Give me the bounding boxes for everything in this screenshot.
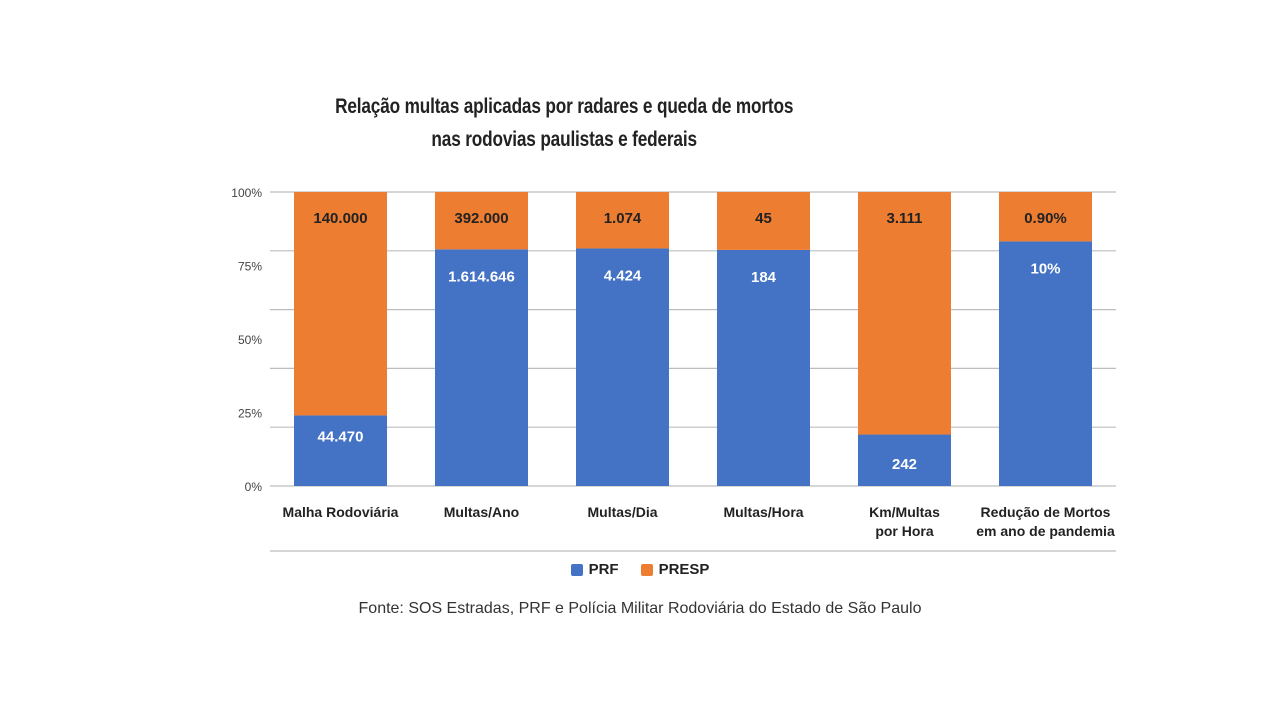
data-label-presp: 3.111 [887, 210, 923, 227]
data-label-presp: 140.000 [313, 210, 367, 227]
x-category-label: em ano de pandemia [976, 523, 1115, 539]
bar-prf [294, 415, 387, 486]
data-label-prf: 10% [1030, 260, 1060, 277]
x-category-label: Redução de Mortos [981, 504, 1111, 520]
bar-prf [435, 249, 528, 486]
chart-title: Relação multas aplicadas por radares e q… [0, 90, 1128, 156]
x-category-label: Km/Multas [869, 504, 940, 520]
y-tick-label: 25% [238, 407, 262, 421]
y-tick-label: 100% [231, 186, 262, 200]
bar-presp [435, 192, 528, 250]
x-category-label: Malha Rodoviária [283, 504, 399, 520]
chart-legend: PRF PRESP [0, 561, 1280, 578]
y-tick-label: 75% [238, 260, 262, 274]
data-label-presp: 392.000 [454, 210, 508, 227]
bar-presp [294, 192, 387, 416]
x-category-label: Multas/Dia [587, 504, 657, 520]
data-label-prf: 4.424 [604, 267, 642, 284]
bar-prf [858, 434, 951, 486]
bar-presp [576, 192, 669, 249]
legend-swatch-prf [570, 563, 583, 576]
data-label-prf: 1.614.646 [448, 268, 515, 285]
x-category-label: Multas/Ano [444, 504, 519, 520]
chart-title-line-2: nas rodovias paulistas e federais [431, 128, 697, 151]
y-tick-label: 50% [238, 333, 262, 347]
bar-presp [858, 192, 951, 435]
chart-title-line-1: Relação multas aplicadas por radares e q… [335, 95, 794, 118]
bar-prf [576, 248, 669, 486]
legend-item-prf: PRF [570, 561, 619, 578]
data-label-prf: 184 [751, 269, 777, 286]
data-label-prf: 44.470 [318, 428, 364, 445]
legend-swatch-presp [640, 563, 653, 576]
data-label-presp: 0.90% [1024, 210, 1067, 227]
x-category-label: Multas/Hora [723, 504, 803, 520]
bar-prf [999, 241, 1092, 486]
bar-presp [999, 192, 1092, 242]
legend-label-prf: PRF [588, 561, 619, 578]
source-note: Fonte: SOS Estradas, PRF e Polícia Milit… [358, 600, 922, 617]
data-label-prf: 242 [892, 456, 917, 473]
legend-item-presp: PRESP [640, 561, 710, 578]
bar-presp [717, 192, 810, 250]
x-category-label: por Hora [875, 523, 934, 539]
bar-prf [717, 249, 810, 486]
data-label-presp: 45 [755, 210, 772, 227]
data-label-presp: 1.074 [604, 210, 642, 227]
y-tick-label: 0% [245, 480, 263, 494]
legend-label-presp: PRESP [658, 561, 710, 578]
